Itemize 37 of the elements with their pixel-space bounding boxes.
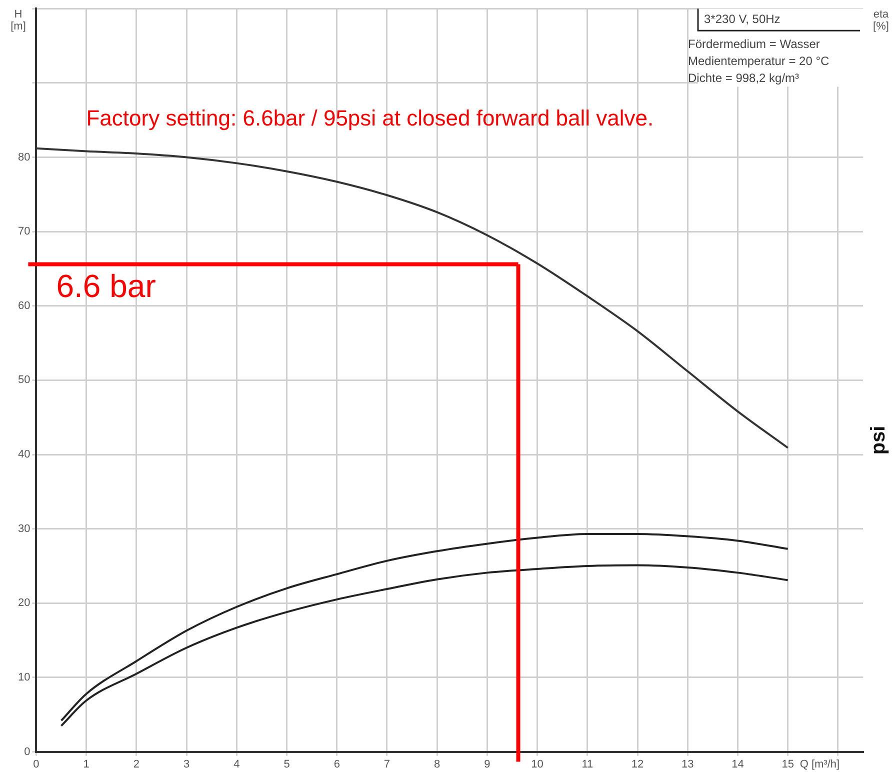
x-tick-label: 7 xyxy=(384,758,390,770)
x-tick-label: 5 xyxy=(284,758,290,770)
annotation: Fördermedium = Wasser xyxy=(688,36,820,51)
y-tick-label: 70 xyxy=(18,226,30,238)
x-axis-title: Q [m³/h] xyxy=(800,758,840,770)
x-tick-label: 3 xyxy=(183,758,190,770)
y-tick-label: 10 xyxy=(18,672,30,684)
y-tick-label: 20 xyxy=(18,597,30,610)
x-tick-label: 14 xyxy=(732,758,744,770)
x-tick-label: 6 xyxy=(334,758,340,770)
y-tick-label: 30 xyxy=(18,522,30,535)
line-series xyxy=(60,533,789,722)
line-series xyxy=(60,564,789,727)
y-tick-label: 60 xyxy=(18,300,30,312)
y-tick-label: 40 xyxy=(18,448,30,461)
ref-line-label: 6.6 bar xyxy=(56,268,156,304)
x-tick-label: 9 xyxy=(484,758,490,770)
x-tick-label: 2 xyxy=(133,758,140,770)
x-tick-label: 15 xyxy=(782,758,794,770)
x-tick-label: 0 xyxy=(33,758,40,770)
x-tick-label: 12 xyxy=(631,758,644,770)
annotation: Medientemperatur = 20 °C xyxy=(688,54,830,68)
y2-axis-title: eta [%] xyxy=(873,8,890,33)
y-tick-label: 0 xyxy=(24,746,30,758)
chart-subtitle: 3*230 V, 50Hz xyxy=(704,12,780,26)
annotation: Dichte = 998,2 kg/m³ xyxy=(688,70,800,85)
text: Factory setting: 6.6bar / 95psi at closed forward ball valve. xyxy=(86,106,654,131)
y-axis-title: H [m] xyxy=(10,8,26,33)
x-tick-label: 13 xyxy=(682,758,694,770)
y-tick-label: 80 xyxy=(18,151,30,164)
text: psi xyxy=(868,426,890,455)
x-tick-label: 1 xyxy=(83,758,90,770)
x-tick-label: 4 xyxy=(234,758,240,770)
x-tick-label: 10 xyxy=(531,758,544,770)
x-tick-label: 8 xyxy=(434,758,440,770)
y-tick-label: 50 xyxy=(18,374,30,386)
x-tick-label: 11 xyxy=(582,758,594,770)
